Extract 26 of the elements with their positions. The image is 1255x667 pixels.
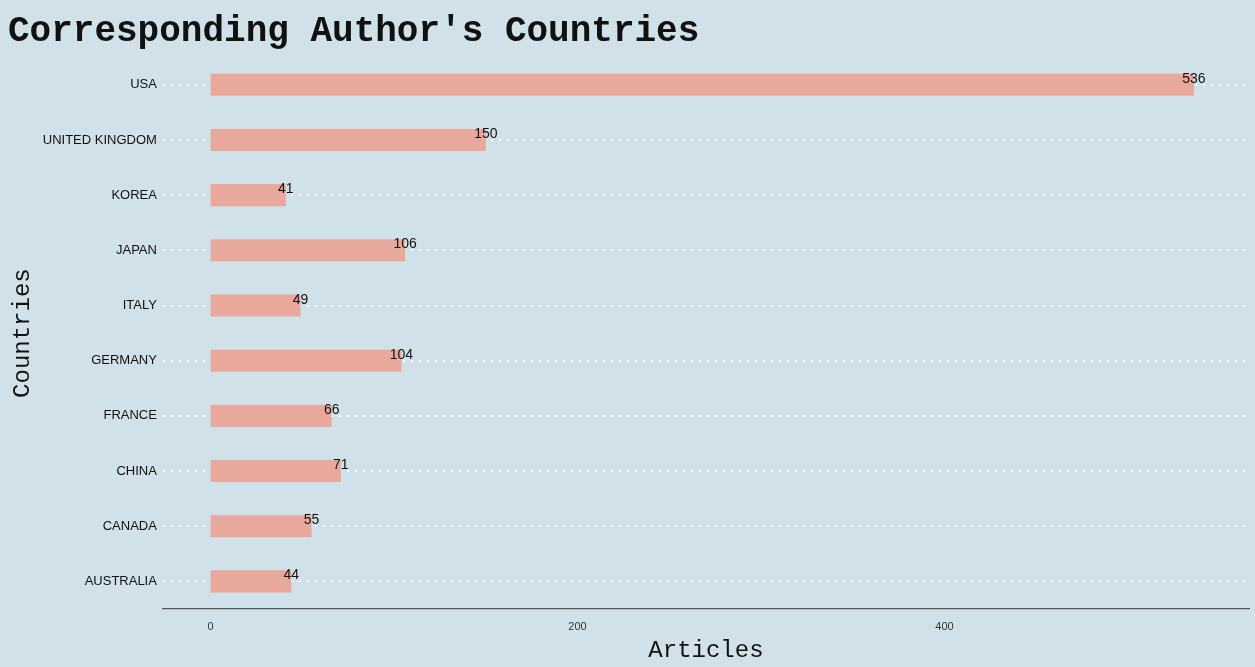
data-label: 49 [292,290,309,307]
x-tick-label: 400 [935,619,954,632]
data-label: 150 [474,124,498,141]
data-label: 71 [333,456,349,473]
x-tick-label: 0 [207,619,214,632]
data-label: 41 [278,180,294,197]
y-tick-label: USA [130,76,158,92]
data-label: 104 [389,345,414,362]
y-tick-label: GERMANY [91,352,158,368]
data-label: 106 [393,235,417,252]
chart-title: Corresponding Author's Countries [8,10,700,52]
y-tick-label: UNITED KINGDOM [42,131,157,147]
y-tick-label: CHINA [116,462,158,478]
data-label: 536 [1182,69,1206,86]
x-tick-label: 200 [568,619,587,632]
y-tick-label: FRANCE [103,407,158,423]
y-tick-label: JAPAN [115,241,157,257]
y-tick-label: ITALY [122,297,158,313]
y-tick-label: CANADA [102,517,158,533]
x-axis-title: Articles [648,636,764,664]
data-label: 55 [303,511,320,528]
y-tick-label: KOREA [111,186,158,202]
data-label: 44 [283,566,300,583]
y-tick-label: AUSTRALIA [84,572,158,588]
y-axis-title: Countries [8,268,36,398]
data-label: 66 [323,400,340,417]
